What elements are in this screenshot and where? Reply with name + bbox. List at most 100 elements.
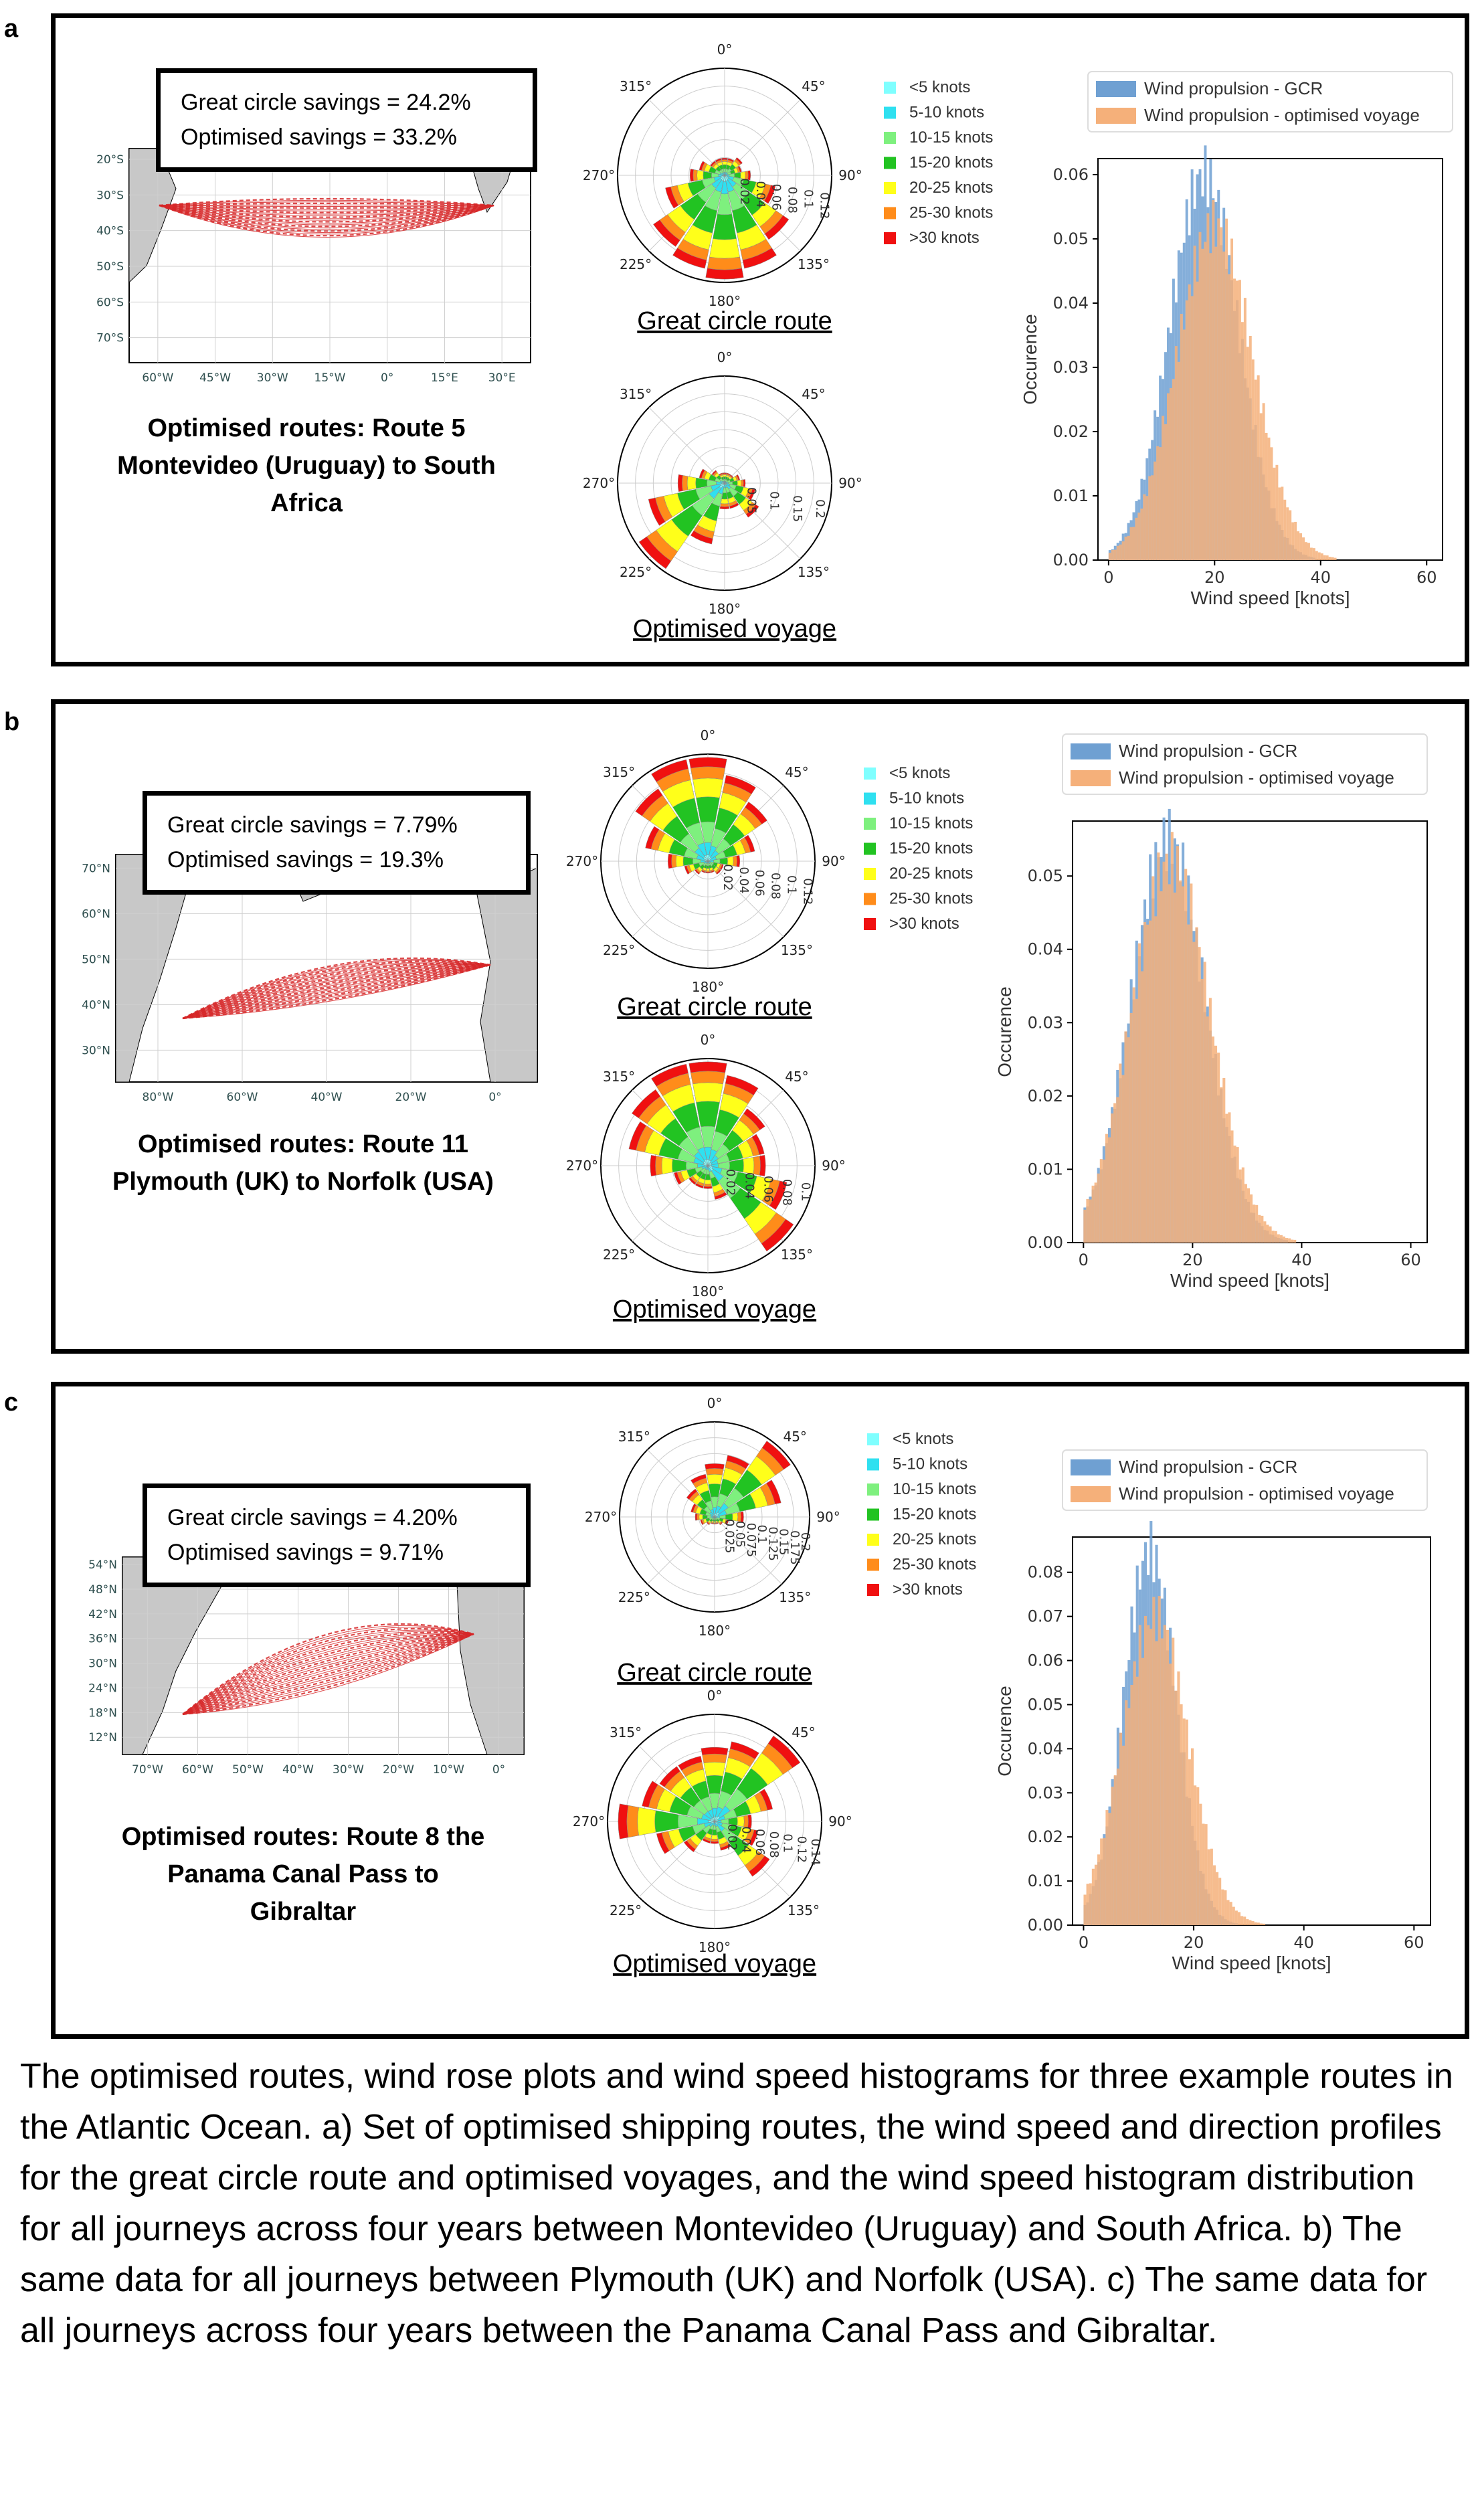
- map-lat-label: 42°N: [88, 1608, 117, 1621]
- rose-compass-label: 0°: [701, 727, 716, 743]
- histogram-legend: Wind propulsion - GCR Wind propulsion - o…: [1087, 71, 1453, 132]
- histogram-ytick-label: 0.06: [1028, 1651, 1063, 1670]
- histogram-ylabel: Occurence: [994, 986, 1015, 1077]
- rose-grid-spoke: [724, 407, 801, 484]
- rose-sector: [719, 506, 730, 510]
- route-line: [182, 1633, 474, 1716]
- histogram-bar: [1206, 213, 1210, 560]
- histogram-bar: [1273, 467, 1276, 560]
- histogram-legend-label: Wind propulsion - optimised voyage: [1119, 768, 1394, 788]
- histogram-bar: [1137, 943, 1141, 1243]
- histogram-bar: [1220, 1087, 1223, 1243]
- rose-compass-label: 45°: [802, 78, 825, 94]
- histogram-bar: [1146, 924, 1149, 1243]
- histogram-bar: [1091, 1868, 1095, 1925]
- rose-sector: [626, 1805, 639, 1838]
- histogram-bar: [1169, 1663, 1172, 1925]
- histogram-ytick-label: 0.02: [1053, 422, 1089, 441]
- rose-compass-label: 90°: [838, 475, 862, 491]
- histogram-bar: [1249, 1920, 1252, 1925]
- rose-sector: [748, 1829, 759, 1846]
- histogram-bar: [1263, 1221, 1267, 1243]
- speed-legend-swatch: [867, 1458, 879, 1471]
- rose-sector: [677, 474, 683, 492]
- histogram-bar: [1228, 274, 1231, 560]
- route-line: [182, 964, 491, 1019]
- histogram-bar: [1214, 1045, 1218, 1243]
- histogram-bar: [1169, 387, 1172, 560]
- rose-sector: [693, 169, 698, 181]
- route-title: Optimised routes: Route 5 Montevideo (Ur…: [96, 410, 517, 522]
- panel-letter-a: a: [4, 15, 19, 43]
- histogram-bar: [1143, 922, 1147, 1243]
- rose-sector: [690, 169, 695, 182]
- rose-radial-label: 0.06: [753, 870, 767, 897]
- route-line: [182, 964, 491, 1019]
- histogram-bar: [1217, 218, 1220, 560]
- route-title-line-3: Gibraltar: [250, 1898, 357, 1926]
- rose-sector: [705, 1463, 725, 1469]
- rose-radial-label: 0.06: [761, 1176, 775, 1202]
- rose-sector: [721, 161, 728, 165]
- histogram-bar: [1250, 1194, 1253, 1243]
- histogram-legend-label: Wind propulsion - optimised voyage: [1119, 1483, 1394, 1504]
- histogram-bar: [1224, 1890, 1227, 1925]
- rose-radial-label: 0.1: [799, 1182, 813, 1202]
- histogram-bar: [1236, 280, 1238, 560]
- rose-radial-label: 0.12: [817, 192, 831, 219]
- route-line: [159, 202, 494, 207]
- map-lon-label: 10°W: [433, 1763, 464, 1777]
- rose-compass-label: 90°: [828, 1813, 852, 1829]
- rose-sector: [695, 1182, 704, 1189]
- histogram-bar: [1259, 413, 1263, 560]
- great-circle-savings: Great circle savings = 24.2%: [181, 90, 471, 115]
- rose-sector: [745, 802, 767, 824]
- histogram-xtick-label: 20: [1204, 568, 1225, 587]
- histogram-bar: [1269, 1226, 1272, 1243]
- map-lon-label: 60°W: [227, 1091, 258, 1104]
- histogram-bar: [1216, 1872, 1219, 1925]
- histogram-xtick-label: 40: [1310, 568, 1331, 587]
- route-line: [182, 964, 491, 1020]
- rose-sector: [761, 1219, 794, 1252]
- histogram-bar: [1234, 1910, 1238, 1925]
- histogram-xlabel: Wind speed [knots]: [1170, 1270, 1329, 1291]
- rose-compass-label: 270°: [573, 1813, 605, 1829]
- histogram-bar: [1172, 379, 1175, 560]
- histogram-bar: [1212, 1865, 1216, 1925]
- speed-legend-label: 15-20 knots: [889, 840, 973, 858]
- histogram-bar: [1243, 298, 1247, 560]
- route-line: [182, 964, 491, 1019]
- histogram-bar: [1259, 1923, 1263, 1925]
- speed-legend: <5 knots 5-10 knots 10-15 knots 15-20 knots…: [864, 764, 973, 933]
- rose-sector: [678, 1756, 703, 1771]
- rose-sector: [682, 475, 688, 491]
- histogram-bar: [1127, 1708, 1131, 1925]
- histogram-bar: [1187, 924, 1190, 1243]
- speed-legend-swatch: [864, 868, 876, 880]
- great-circle-savings: Great circle savings = 4.20%: [167, 1505, 458, 1530]
- rose-sector: [721, 499, 729, 505]
- rose-compass-label: 0°: [701, 1032, 716, 1048]
- histogram-bar: [1196, 1787, 1200, 1925]
- rose-compass-label: 315°: [620, 78, 652, 94]
- speed-legend-swatch: [867, 1433, 879, 1445]
- rose-sector: [675, 855, 684, 867]
- speed-legend-swatch: [884, 232, 896, 244]
- rose-sector: [726, 1455, 749, 1469]
- histogram-ytick-label: 0.08: [1028, 1563, 1063, 1582]
- histogram-bar: [1116, 545, 1119, 560]
- histogram-bar: [1097, 1854, 1101, 1925]
- rose-sector: [701, 870, 706, 873]
- rose-sector: [699, 161, 705, 171]
- rose-sector: [726, 472, 731, 476]
- histogram-ytick-label: 0.04: [1028, 940, 1063, 959]
- map-lat-label: 30°S: [96, 189, 124, 202]
- histogram-bar: [1214, 246, 1218, 560]
- rose-sector: [635, 788, 663, 816]
- histogram-bar: [1177, 1671, 1180, 1925]
- histogram-bar: [1199, 1803, 1202, 1925]
- histogram-bar: [1262, 1923, 1266, 1925]
- histogram-bar: [1173, 892, 1176, 1243]
- map-lon-label: 50°W: [232, 1763, 264, 1777]
